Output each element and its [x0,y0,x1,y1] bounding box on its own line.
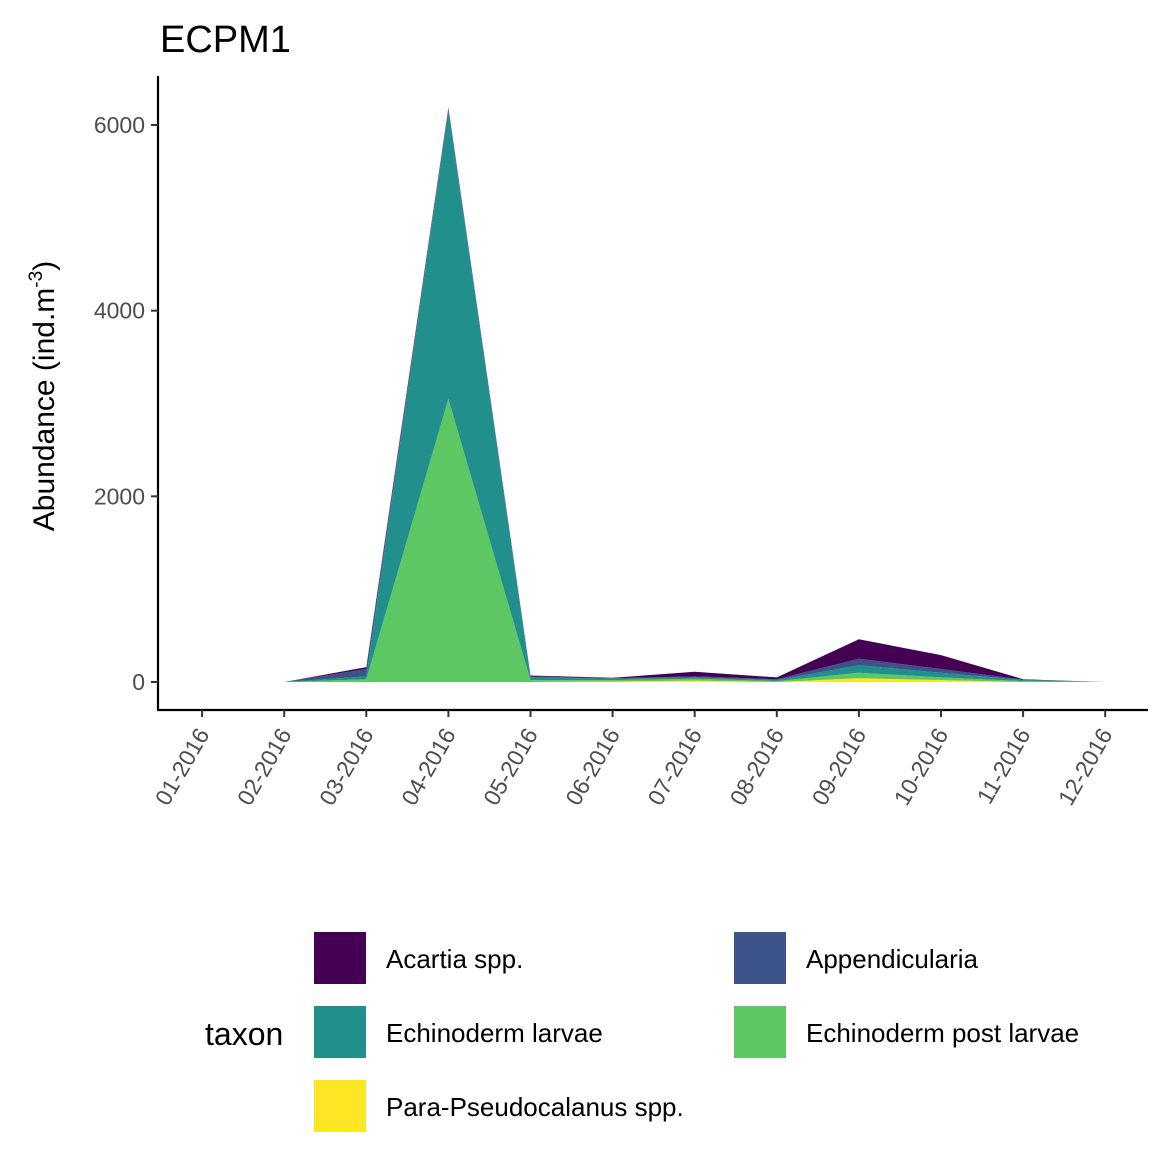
x-tick-label: 04-2016 [396,724,461,810]
x-ticks: 01-2016 02-2016 03-2016 04-2016 05-2016 06-20… [150,710,1118,810]
y-tick-label: 4000 [94,298,145,324]
y-ticks: 0 2000 4000 6000 [94,112,158,695]
legend-title: taxon [205,1016,283,1052]
stacked-areas [284,107,1106,683]
legend-item: Acartia spp. [314,932,523,984]
legend-swatch [314,1080,366,1132]
x-tick-label: 02-2016 [232,724,297,810]
y-tick-label: 2000 [94,483,145,509]
x-tick-label: 03-2016 [314,724,379,810]
legend-swatch [734,932,786,984]
legend-label: Para-Pseudocalanus spp. [386,1092,684,1122]
x-tick-label: 12-2016 [1053,724,1118,810]
area-echinoderm-larvae [284,111,1106,683]
legend-swatch [734,1006,786,1058]
legend-label: Echinoderm post larvae [806,1018,1079,1048]
legend-items: Acartia spp. Appendicularia Echinoderm lar… [314,932,1079,1132]
legend-label: Acartia spp. [386,944,523,974]
y-tick-label: 6000 [94,112,145,138]
y-axis-title: Abundance (ind.m-3) [26,261,61,531]
x-tick-label: 06-2016 [560,724,625,810]
legend-swatch [314,1006,366,1058]
x-tick-label: 08-2016 [724,724,789,810]
legend-swatch [314,932,366,984]
legend-item: Para-Pseudocalanus spp. [314,1080,684,1132]
area-para-pseudocalanus-spp [284,678,1106,682]
legend-item: Echinoderm larvae [314,1006,603,1058]
legend-item: Echinoderm post larvae [734,1006,1079,1058]
y-axis-title-close: ) [28,261,61,271]
x-tick-label: 07-2016 [642,724,707,810]
y-tick-label: 0 [132,669,145,695]
legend-label: Echinoderm larvae [386,1018,603,1048]
y-axis-title-main: Abundance (ind.m [28,288,61,532]
area-echinoderm-post-larvae [284,398,1106,682]
legend: taxon Acartia spp. Appendicularia Echinode… [205,932,1079,1132]
x-tick-label: 11-2016 [972,724,1036,809]
x-tick-label: 01-2016 [150,724,215,810]
y-axis-title-superscript: -3 [26,271,47,288]
chart-title: ECPM1 [160,19,291,61]
legend-item: Appendicularia [734,932,979,984]
x-tick-label: 10-2016 [889,724,954,810]
legend-label: Appendicularia [806,944,979,974]
x-tick-label: 09-2016 [807,724,872,810]
x-tick-label: 05-2016 [478,724,543,810]
